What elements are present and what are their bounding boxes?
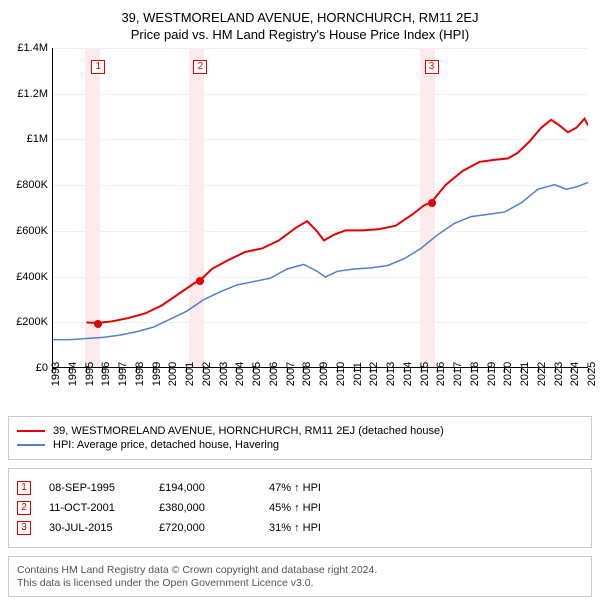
transaction-row: 2 11-OCT-2001£380,00045% ↑ HPI: [17, 501, 583, 515]
y-tick-label: £200K: [16, 316, 48, 328]
x-tick-label: 2021: [519, 362, 531, 386]
x-tick-label: 2013: [385, 362, 397, 386]
series-property: [86, 119, 588, 323]
x-tick-label: 1998: [134, 362, 146, 386]
transaction-row: 1 08-SEP-1995£194,00047% ↑ HPI: [17, 481, 583, 495]
x-tick-label: 2002: [201, 362, 213, 386]
legend-item: 39, WESTMORELAND AVENUE, HORNCHURCH, RM1…: [17, 425, 583, 437]
transaction-number: 3: [17, 521, 31, 535]
x-tick-label: 1996: [100, 362, 112, 386]
x-tick-label: 2006: [268, 362, 280, 386]
x-tick-label: 2004: [234, 362, 246, 386]
y-tick-label: £1M: [27, 133, 48, 145]
marker-dot: [196, 277, 204, 285]
x-tick-label: 1995: [84, 362, 96, 386]
chart-svg: [53, 48, 588, 367]
x-tick-label: 2017: [452, 362, 464, 386]
x-tick-label: 2016: [435, 362, 447, 386]
x-tick-label: 2012: [368, 362, 380, 386]
transaction-price: £720,000: [159, 522, 269, 534]
transactions-table: 1 08-SEP-1995£194,00047% ↑ HPI 2 11-OCT-200…: [8, 468, 592, 548]
transaction-row: 3 30-JUL-2015£720,00031% ↑ HPI: [17, 521, 583, 535]
x-tick-label: 2008: [301, 362, 313, 386]
x-tick-label: 2010: [335, 362, 347, 386]
x-tick-label: 2025: [586, 362, 598, 386]
marker-dot: [428, 199, 436, 207]
footer: Contains HM Land Registry data © Crown c…: [8, 556, 592, 597]
legend-item: HPI: Average price, detached house, Have…: [17, 439, 583, 451]
x-tick-label: 2009: [318, 362, 330, 386]
transaction-date: 11-OCT-2001: [49, 502, 159, 514]
marker-label: 1: [91, 60, 105, 74]
legend-label: 39, WESTMORELAND AVENUE, HORNCHURCH, RM1…: [53, 425, 444, 437]
x-tick-label: 2011: [352, 362, 364, 386]
x-axis: 1993199419951996199719981999200020012002…: [52, 368, 588, 408]
chart-container: 39, WESTMORELAND AVENUE, HORNCHURCH, RM1…: [0, 0, 600, 605]
plot-area: 1 2 3: [52, 48, 588, 368]
x-tick-label: 2003: [218, 362, 230, 386]
y-tick-label: £0: [36, 362, 48, 374]
x-tick-label: 2001: [184, 362, 196, 386]
legend-label: HPI: Average price, detached house, Have…: [53, 439, 279, 451]
y-tick-label: £1.2M: [17, 88, 48, 100]
chart-title-line2: Price paid vs. HM Land Registry's House …: [8, 27, 592, 42]
x-tick-label: 2024: [569, 362, 581, 386]
x-tick-label: 2007: [285, 362, 297, 386]
marker-label: 3: [425, 60, 439, 74]
chart-area: £0£200K£400K£600K£800K£1M£1.2M£1.4M 123 …: [8, 48, 592, 408]
x-tick-label: 2000: [167, 362, 179, 386]
transaction-price: £194,000: [159, 482, 269, 494]
transaction-date: 30-JUL-2015: [49, 522, 159, 534]
footer-line2: This data is licensed under the Open Gov…: [17, 577, 583, 589]
transaction-price: £380,000: [159, 502, 269, 514]
x-tick-label: 2022: [536, 362, 548, 386]
y-tick-label: £800K: [16, 179, 48, 191]
marker-label: 2: [193, 60, 207, 74]
y-tick-label: £600K: [16, 225, 48, 237]
chart-title-line1: 39, WESTMORELAND AVENUE, HORNCHURCH, RM1…: [8, 10, 592, 25]
x-tick-label: 1994: [67, 362, 79, 386]
transaction-pct: 47% ↑ HPI: [269, 482, 321, 494]
y-axis: £0£200K£400K£600K£800K£1M£1.2M£1.4M: [8, 48, 52, 368]
x-tick-label: 2023: [553, 362, 565, 386]
x-tick-label: 1997: [117, 362, 129, 386]
transaction-date: 08-SEP-1995: [49, 482, 159, 494]
legend-swatch: [17, 430, 45, 432]
x-tick-label: 2005: [251, 362, 263, 386]
x-tick-label: 2015: [419, 362, 431, 386]
x-tick-label: 1999: [151, 362, 163, 386]
legend: 39, WESTMORELAND AVENUE, HORNCHURCH, RM1…: [8, 416, 592, 460]
x-tick-label: 2018: [469, 362, 481, 386]
transaction-pct: 31% ↑ HPI: [269, 522, 321, 534]
transaction-number: 2: [17, 501, 31, 515]
y-tick-label: £1.4M: [17, 42, 48, 54]
x-tick-label: 2020: [502, 362, 514, 386]
legend-swatch: [17, 444, 45, 446]
x-tick-label: 1993: [50, 362, 62, 386]
y-tick-label: £400K: [16, 271, 48, 283]
x-tick-label: 2019: [486, 362, 498, 386]
transaction-pct: 45% ↑ HPI: [269, 502, 321, 514]
marker-dot: [94, 320, 102, 328]
footer-line1: Contains HM Land Registry data © Crown c…: [17, 564, 583, 576]
x-tick-label: 2014: [402, 362, 414, 386]
transaction-number: 1: [17, 481, 31, 495]
